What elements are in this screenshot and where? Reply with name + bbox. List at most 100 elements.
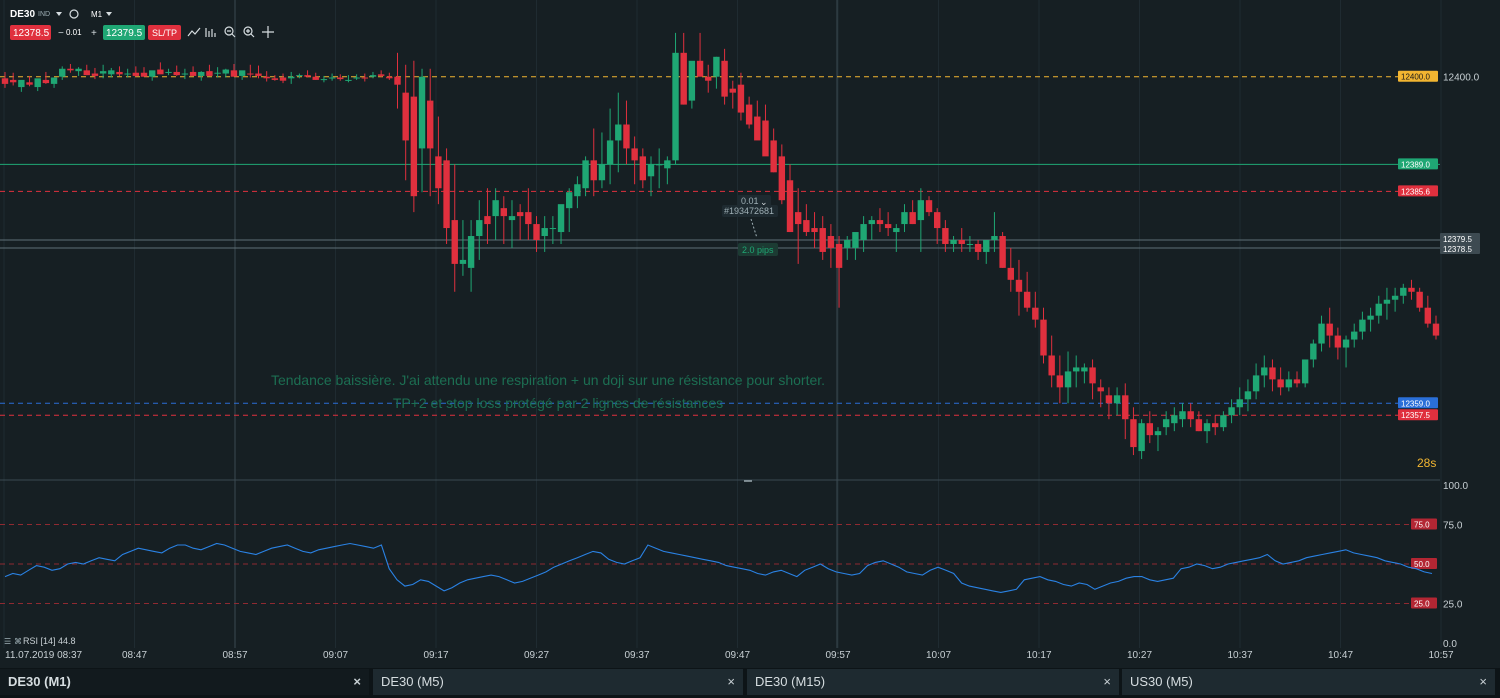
- candle-body: [958, 240, 965, 244]
- candle-body: [533, 224, 540, 240]
- candle-body: [721, 60, 728, 97]
- close-icon[interactable]: ×: [353, 674, 361, 689]
- price-chart[interactable]: 12400.012389.012385.612379.512378.512359…: [0, 0, 1500, 668]
- candle-body: [713, 56, 720, 77]
- candle-body: [508, 216, 516, 221]
- candle-body: [819, 228, 826, 252]
- chevron-down-icon[interactable]: ⌄: [760, 197, 768, 207]
- sltp-button[interactable]: [148, 25, 181, 40]
- indicators-icon[interactable]: [205, 28, 216, 37]
- time-tick-label: 11.07.2019 08:37: [5, 650, 83, 661]
- candle-body: [304, 75, 311, 77]
- candle-body: [1138, 423, 1145, 452]
- candle-body: [1113, 395, 1121, 404]
- chart-type-icon[interactable]: [187, 27, 201, 37]
- alarm-clock-icon[interactable]: [69, 9, 79, 19]
- candle-body: [1400, 287, 1407, 296]
- time-tick-label: 10:47: [1328, 650, 1353, 661]
- candle-body: [377, 74, 385, 76]
- candle-body: [1040, 319, 1047, 356]
- candle-body: [1310, 343, 1317, 360]
- timeframe-label[interactable]: M1: [91, 10, 103, 19]
- candle-body: [181, 73, 189, 75]
- rsi-menu-icon[interactable]: ☰: [4, 637, 11, 646]
- candle-body: [418, 76, 426, 149]
- candle-body: [623, 124, 630, 149]
- candle-body: [664, 160, 671, 169]
- candle-body: [729, 88, 736, 93]
- candle-body: [590, 160, 597, 181]
- candle-body: [745, 104, 753, 125]
- time-tick-label: 10:57: [1428, 650, 1453, 661]
- rsi-axis-label: 100.0: [1443, 481, 1468, 492]
- rsi-settings-icon[interactable]: ⌘: [14, 637, 22, 646]
- candle-body: [974, 243, 982, 252]
- candle-body: [803, 220, 810, 233]
- candle-body: [1424, 307, 1432, 324]
- candle-body: [148, 70, 156, 77]
- volume-input[interactable]: 0.01: [66, 28, 82, 37]
- tab-us30-m5[interactable]: US30 (M5) ×: [1122, 669, 1495, 695]
- candle-body: [933, 212, 941, 229]
- price-level-label: 12400.0: [1401, 73, 1430, 82]
- tab-de30-m5[interactable]: DE30 (M5) ×: [373, 669, 743, 695]
- candle-body: [770, 140, 777, 173]
- candle-body: [1244, 391, 1252, 400]
- candle-body: [198, 71, 205, 76]
- tab-de30-m15[interactable]: DE30 (M15) ×: [747, 669, 1119, 695]
- crosshair-icon[interactable]: [262, 26, 274, 38]
- price-level-tag: [1398, 409, 1438, 421]
- candle-body: [157, 69, 164, 75]
- close-icon[interactable]: ×: [727, 674, 735, 689]
- candle-body: [893, 228, 900, 233]
- symbol-label[interactable]: DE30: [10, 9, 35, 20]
- candle-body: [1293, 379, 1301, 384]
- candle-body: [566, 192, 573, 209]
- position-marker[interactable]: 0.01 ⌄ #193472681 2.0 pips: [722, 195, 778, 256]
- candle-body: [165, 71, 172, 73]
- price-level-label: 12379.5: [1443, 235, 1472, 244]
- candle-body: [901, 212, 908, 225]
- sell-button[interactable]: [10, 25, 51, 40]
- buy-button[interactable]: [103, 25, 145, 40]
- candle-body: [279, 77, 287, 81]
- close-icon[interactable]: ×: [1479, 674, 1487, 689]
- volume-increase-button[interactable]: +: [91, 28, 97, 39]
- candle-body: [582, 160, 589, 189]
- candle-body: [1203, 423, 1211, 432]
- candle-body: [1154, 431, 1162, 436]
- candle-body: [647, 164, 655, 177]
- time-tick-label: 08:47: [122, 650, 147, 661]
- price-level-tag: [1398, 158, 1438, 170]
- symbol-dropdown-icon[interactable]: [56, 12, 62, 16]
- candle-body: [639, 156, 647, 181]
- candle-body: [811, 228, 818, 233]
- time-tick-label: 09:57: [825, 650, 850, 661]
- time-tick-label: 10:17: [1026, 650, 1051, 661]
- candle-body: [778, 156, 786, 201]
- candle-body: [451, 220, 458, 264]
- candle-body: [1195, 419, 1203, 432]
- candle-body: [427, 100, 434, 149]
- tab-de30-m1[interactable]: DE30 (M1) ×: [0, 669, 369, 695]
- candle-body: [99, 71, 107, 74]
- close-icon[interactable]: ×: [1103, 674, 1111, 689]
- candle-body: [410, 96, 418, 197]
- price-level-tag: [1440, 233, 1480, 244]
- bar-countdown: 28s: [1417, 456, 1436, 470]
- candle-body: [108, 70, 115, 75]
- candle-body: [1383, 299, 1391, 304]
- candle-body: [1130, 419, 1137, 448]
- candle-body: [83, 70, 90, 76]
- zoom-out-icon[interactable]: [224, 26, 234, 36]
- candle-body: [574, 184, 581, 197]
- zoom-in-icon[interactable]: [243, 26, 253, 36]
- rsi-level-label: 50.0: [1414, 560, 1430, 569]
- candle-body: [516, 212, 524, 217]
- volume-decrease-button[interactable]: −: [58, 28, 64, 39]
- sell-price: 12378.5: [13, 28, 50, 39]
- timeframe-dropdown-icon[interactable]: [106, 12, 112, 16]
- candle-body: [860, 224, 867, 240]
- candle-body: [1367, 315, 1374, 320]
- candle-body: [312, 76, 319, 80]
